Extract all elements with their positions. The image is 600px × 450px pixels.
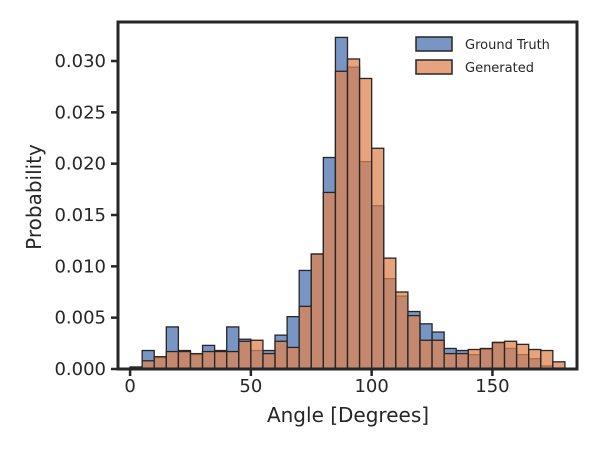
generated-bar-5 bbox=[201, 350, 216, 370]
y-axis-label: Probability bbox=[22, 144, 46, 250]
generated-bar-4 bbox=[189, 352, 204, 370]
y-tick-label-4: 0.020 bbox=[54, 154, 106, 175]
generated-bar-29 bbox=[491, 341, 506, 370]
generated-bar-23 bbox=[419, 339, 433, 370]
legend-label-generated: Generated bbox=[465, 61, 534, 76]
y-tick-label-0: 0.000 bbox=[54, 359, 106, 380]
y-tick-label-6: 0.030 bbox=[54, 51, 106, 72]
x-axis-label: Angle [Degrees] bbox=[267, 403, 429, 427]
generated-bars bbox=[141, 58, 566, 370]
generated-bar-12 bbox=[286, 346, 300, 370]
generated-bar-32 bbox=[528, 348, 542, 370]
generated-bar-2 bbox=[165, 350, 180, 370]
generated-bar-17 bbox=[346, 58, 361, 370]
x-tick-label-1: 50 bbox=[239, 376, 262, 397]
generated-bar-24 bbox=[431, 339, 445, 370]
generated-bar-7 bbox=[226, 350, 240, 370]
generated-bar-22 bbox=[407, 314, 421, 370]
legend: Ground Truth Generated bbox=[415, 36, 550, 76]
generated-bar-1 bbox=[153, 356, 167, 370]
generated-bar-33 bbox=[540, 349, 554, 370]
y-tick-label-3: 0.015 bbox=[54, 205, 106, 226]
generated-bar-14 bbox=[310, 253, 324, 370]
y-tick-label-2: 0.010 bbox=[54, 256, 106, 277]
legend-swatch-generated bbox=[415, 59, 453, 75]
generated-bar-11 bbox=[274, 340, 288, 370]
x-axis-ticks: 0 50 100 150 bbox=[124, 369, 510, 397]
x-tick-label-3: 150 bbox=[475, 376, 509, 397]
generated-bar-21 bbox=[395, 291, 409, 370]
legend-swatch-ground-truth bbox=[415, 36, 453, 52]
generated-bar-6 bbox=[213, 350, 228, 370]
generated-bar-19 bbox=[371, 147, 385, 370]
x-tick-label-0: 0 bbox=[124, 376, 135, 397]
y-tick-label-5: 0.025 bbox=[54, 102, 106, 123]
legend-label-ground-truth: Ground Truth bbox=[465, 38, 550, 53]
generated-bar-28 bbox=[479, 347, 494, 370]
generated-bar-26 bbox=[455, 352, 469, 370]
generated-bar-30 bbox=[503, 340, 518, 370]
generated-bar-25 bbox=[443, 352, 457, 370]
y-axis-ticks: 0.000 0.005 0.010 0.015 0.020 0.025 0.030 bbox=[54, 51, 118, 380]
generated-bar-18 bbox=[358, 77, 373, 370]
y-tick-label-1: 0.005 bbox=[54, 308, 106, 329]
plot-frame bbox=[116, 20, 579, 371]
generated-bar-10 bbox=[262, 352, 276, 370]
generated-bar-13 bbox=[298, 305, 312, 370]
generated-bar-20 bbox=[383, 257, 397, 370]
generated-bar-15 bbox=[322, 191, 337, 370]
generated-bar-16 bbox=[334, 70, 349, 370]
generated-bar-9 bbox=[250, 339, 264, 370]
generated-bar-3 bbox=[177, 350, 192, 370]
generated-bar-31 bbox=[515, 343, 530, 370]
x-tick-label-2: 100 bbox=[354, 376, 388, 397]
generated-bar-27 bbox=[467, 348, 482, 370]
generated-bar-8 bbox=[238, 340, 252, 370]
